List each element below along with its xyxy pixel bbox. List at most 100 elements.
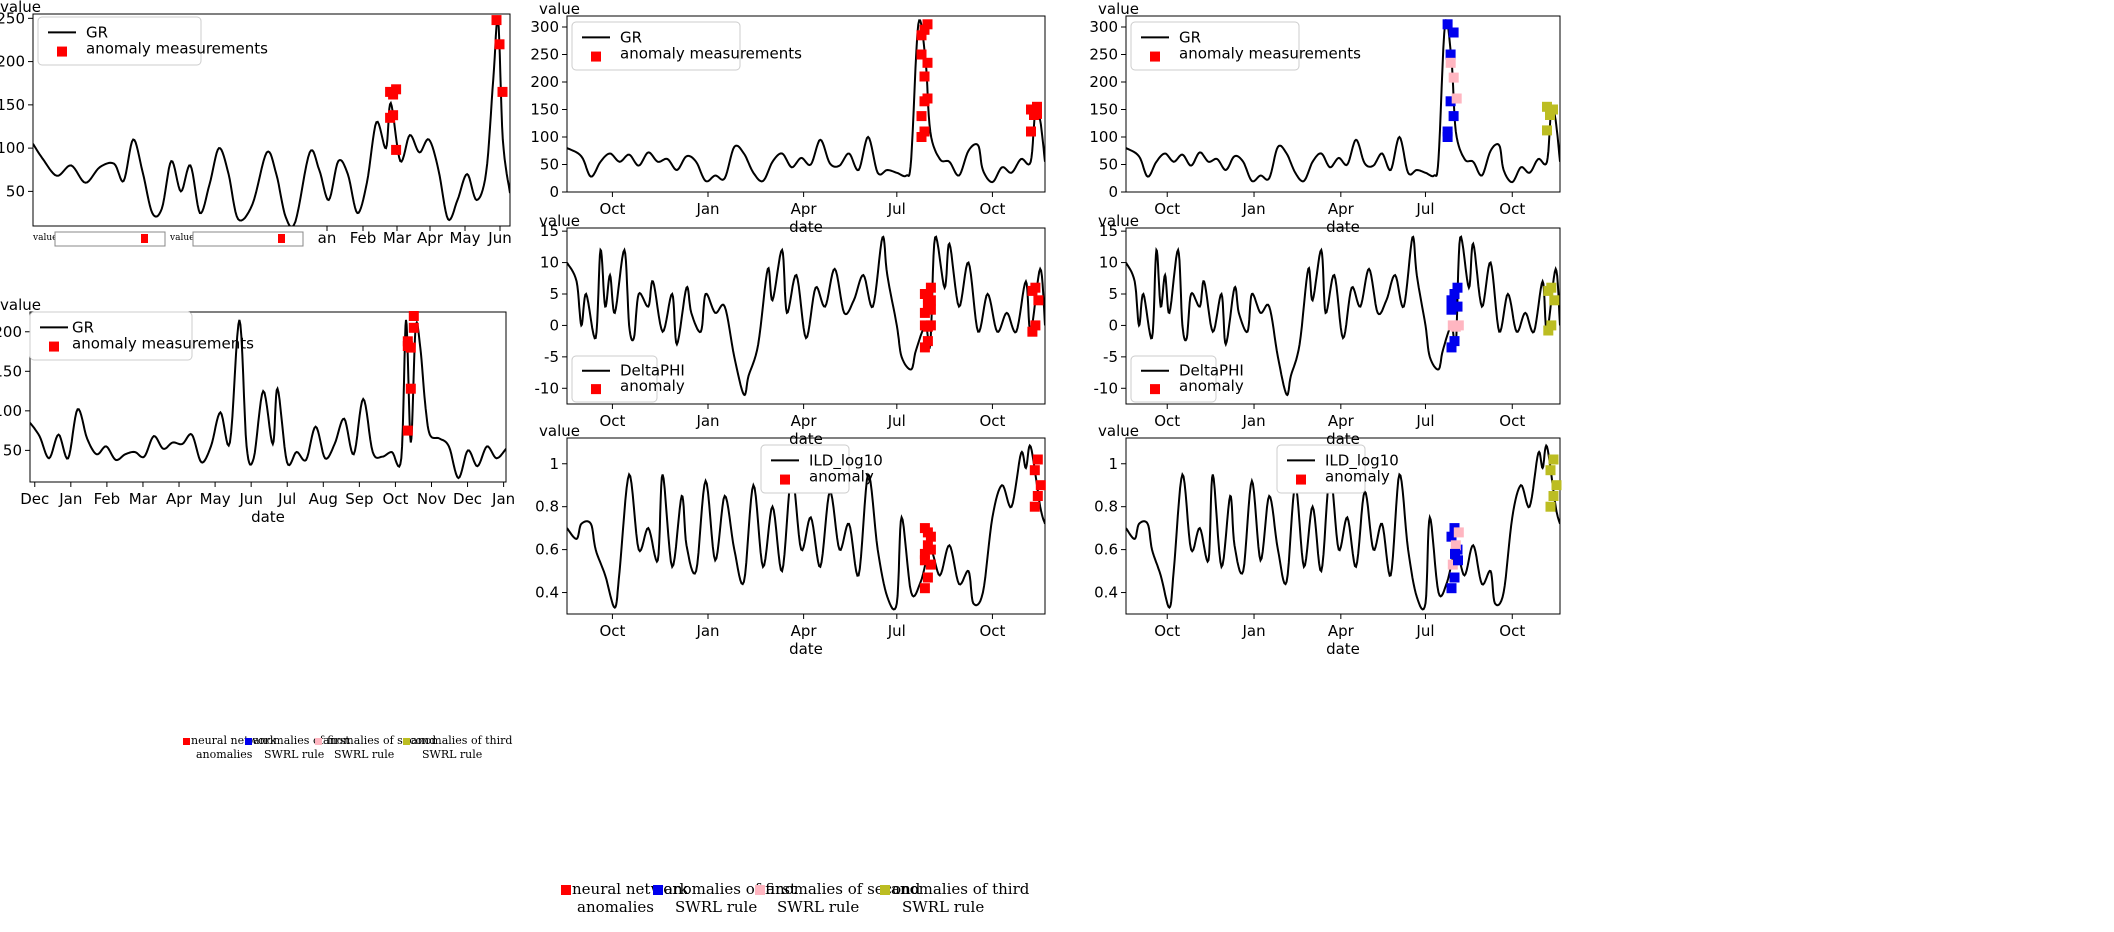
anomaly-marker — [922, 19, 933, 30]
y-tick-label: 200 — [1089, 73, 1118, 91]
anomaly-marker — [1548, 491, 1559, 501]
anomaly-marker — [405, 383, 416, 394]
x-tick-label: Jan — [695, 200, 719, 218]
legend-marker-swatch — [57, 46, 67, 57]
y-tick-label: 200 — [0, 323, 22, 341]
y-axis-label: value — [539, 422, 580, 440]
y-tick-label: 0.4 — [535, 584, 559, 602]
series-line-p1 — [33, 15, 510, 226]
anomaly-marker — [1026, 126, 1036, 137]
anomaly-marker — [408, 322, 419, 333]
anomaly-marker — [1450, 548, 1460, 559]
x-tick-label: Oct — [1154, 412, 1180, 430]
legend-text-first-rule: SWRL rule — [264, 748, 324, 761]
mini-anomaly-marker — [278, 234, 285, 243]
x-tick-label: Jul — [1415, 412, 1434, 430]
y-tick-label: 0 — [549, 316, 559, 334]
y-tick-label: 15 — [1099, 222, 1118, 240]
x-tick-label: May — [200, 490, 231, 508]
legend-swatch-first — [653, 885, 663, 895]
anomaly-marker — [1032, 491, 1043, 501]
mini-legend-box — [54, 231, 166, 247]
anomaly-marker — [1442, 19, 1453, 30]
series-line-dphi-swrl — [1126, 235, 1560, 397]
legend-text-second-rule: SWRL rule — [777, 898, 859, 916]
x-tick-label: Jan — [491, 490, 515, 508]
y-axis-label: value — [0, 296, 41, 314]
x-tick-label: Oct — [599, 412, 625, 430]
y-tick-label: -5 — [1103, 348, 1118, 366]
x-tick-label: Oct — [1499, 622, 1525, 640]
x-tick-label: Oct — [979, 412, 1005, 430]
legend-box — [29, 311, 193, 361]
x-tick-label: Feb — [350, 229, 377, 247]
anomaly-marker — [1452, 282, 1463, 293]
legend-anomaly-label: anomaly — [809, 468, 874, 486]
y-tick-label: 300 — [1089, 18, 1118, 36]
anomaly-marker — [922, 57, 933, 68]
y-axis-label: value — [539, 212, 580, 230]
anomaly-marker — [919, 24, 930, 35]
y-tick-label: 100 — [0, 139, 25, 157]
legend-anomaly-label: anomaly — [1179, 377, 1244, 395]
x-tick-label: Oct — [599, 622, 625, 640]
anomaly-marker — [1453, 527, 1464, 538]
anomaly-marker — [925, 282, 936, 293]
anomaly-marker — [1446, 531, 1457, 542]
series-line-p2 — [30, 319, 506, 480]
x-tick-label: Oct — [382, 490, 408, 508]
chart-panel-ild-nn: 0.4 0.6 0.8 1 value Oct Jan Apr Jul Oct date ILD_lo… — [535, 422, 1046, 658]
mini-legend-box — [192, 231, 304, 247]
anomaly-marker — [925, 559, 936, 570]
anomaly-marker — [1035, 480, 1046, 491]
anomaly-marker — [1453, 555, 1463, 566]
anomaly-marker — [1542, 101, 1552, 112]
x-tick-label: Apr — [166, 490, 193, 508]
plot-frame — [32, 13, 511, 227]
plot-frame — [1125, 437, 1561, 615]
anomaly-marker — [1549, 295, 1560, 306]
x-tick-label: Jan — [58, 490, 82, 508]
anomaly-marker — [1445, 49, 1456, 60]
legend-text-first-rule: SWRL rule — [675, 898, 757, 916]
legend-box — [571, 21, 741, 71]
anomaly-marker — [1445, 96, 1456, 107]
series-line-ild-swrl — [1126, 443, 1560, 611]
anomaly-marker — [1029, 465, 1040, 476]
legend-box — [37, 16, 202, 66]
y-tick-label: 1 — [549, 455, 559, 473]
legend-anomaly-label: anomaly measurements — [72, 335, 254, 353]
y-tick-label: 150 — [1089, 101, 1118, 119]
legend-text-third-rule: SWRL rule — [422, 748, 482, 761]
anomaly-marker — [385, 86, 396, 97]
y-tick-label: 50 — [540, 156, 559, 174]
legend-marker-swatch — [1150, 384, 1160, 395]
x-tick-label: Mar — [129, 490, 158, 508]
anomaly-marker — [1030, 282, 1041, 293]
x-tick-label: Apr — [791, 412, 818, 430]
legend-text-third: anomalies of third — [411, 734, 512, 747]
y-tick-label: 0.8 — [535, 498, 559, 516]
anomaly-marker — [491, 15, 502, 26]
anomaly-marker — [391, 144, 402, 155]
y-axis-label: value — [1098, 0, 1139, 18]
anomaly-marker — [1032, 108, 1042, 119]
legend-text-first: anomalies of first — [253, 734, 350, 747]
anomaly-marker — [1033, 295, 1044, 306]
x-tick-label: Apr — [1328, 622, 1355, 640]
y-axis-label: value — [1098, 212, 1139, 230]
anomaly-marker — [1448, 72, 1459, 83]
anomaly-marker — [916, 111, 927, 122]
anomaly-marker — [922, 321, 933, 332]
legend-text-neural-rule: anomalies — [577, 898, 654, 916]
anomaly-marker — [1448, 27, 1459, 38]
y-tick-label: -10 — [535, 379, 560, 397]
anomaly-marker — [916, 49, 927, 60]
anomaly-marker — [919, 126, 930, 137]
anomaly-marker — [1548, 454, 1559, 465]
